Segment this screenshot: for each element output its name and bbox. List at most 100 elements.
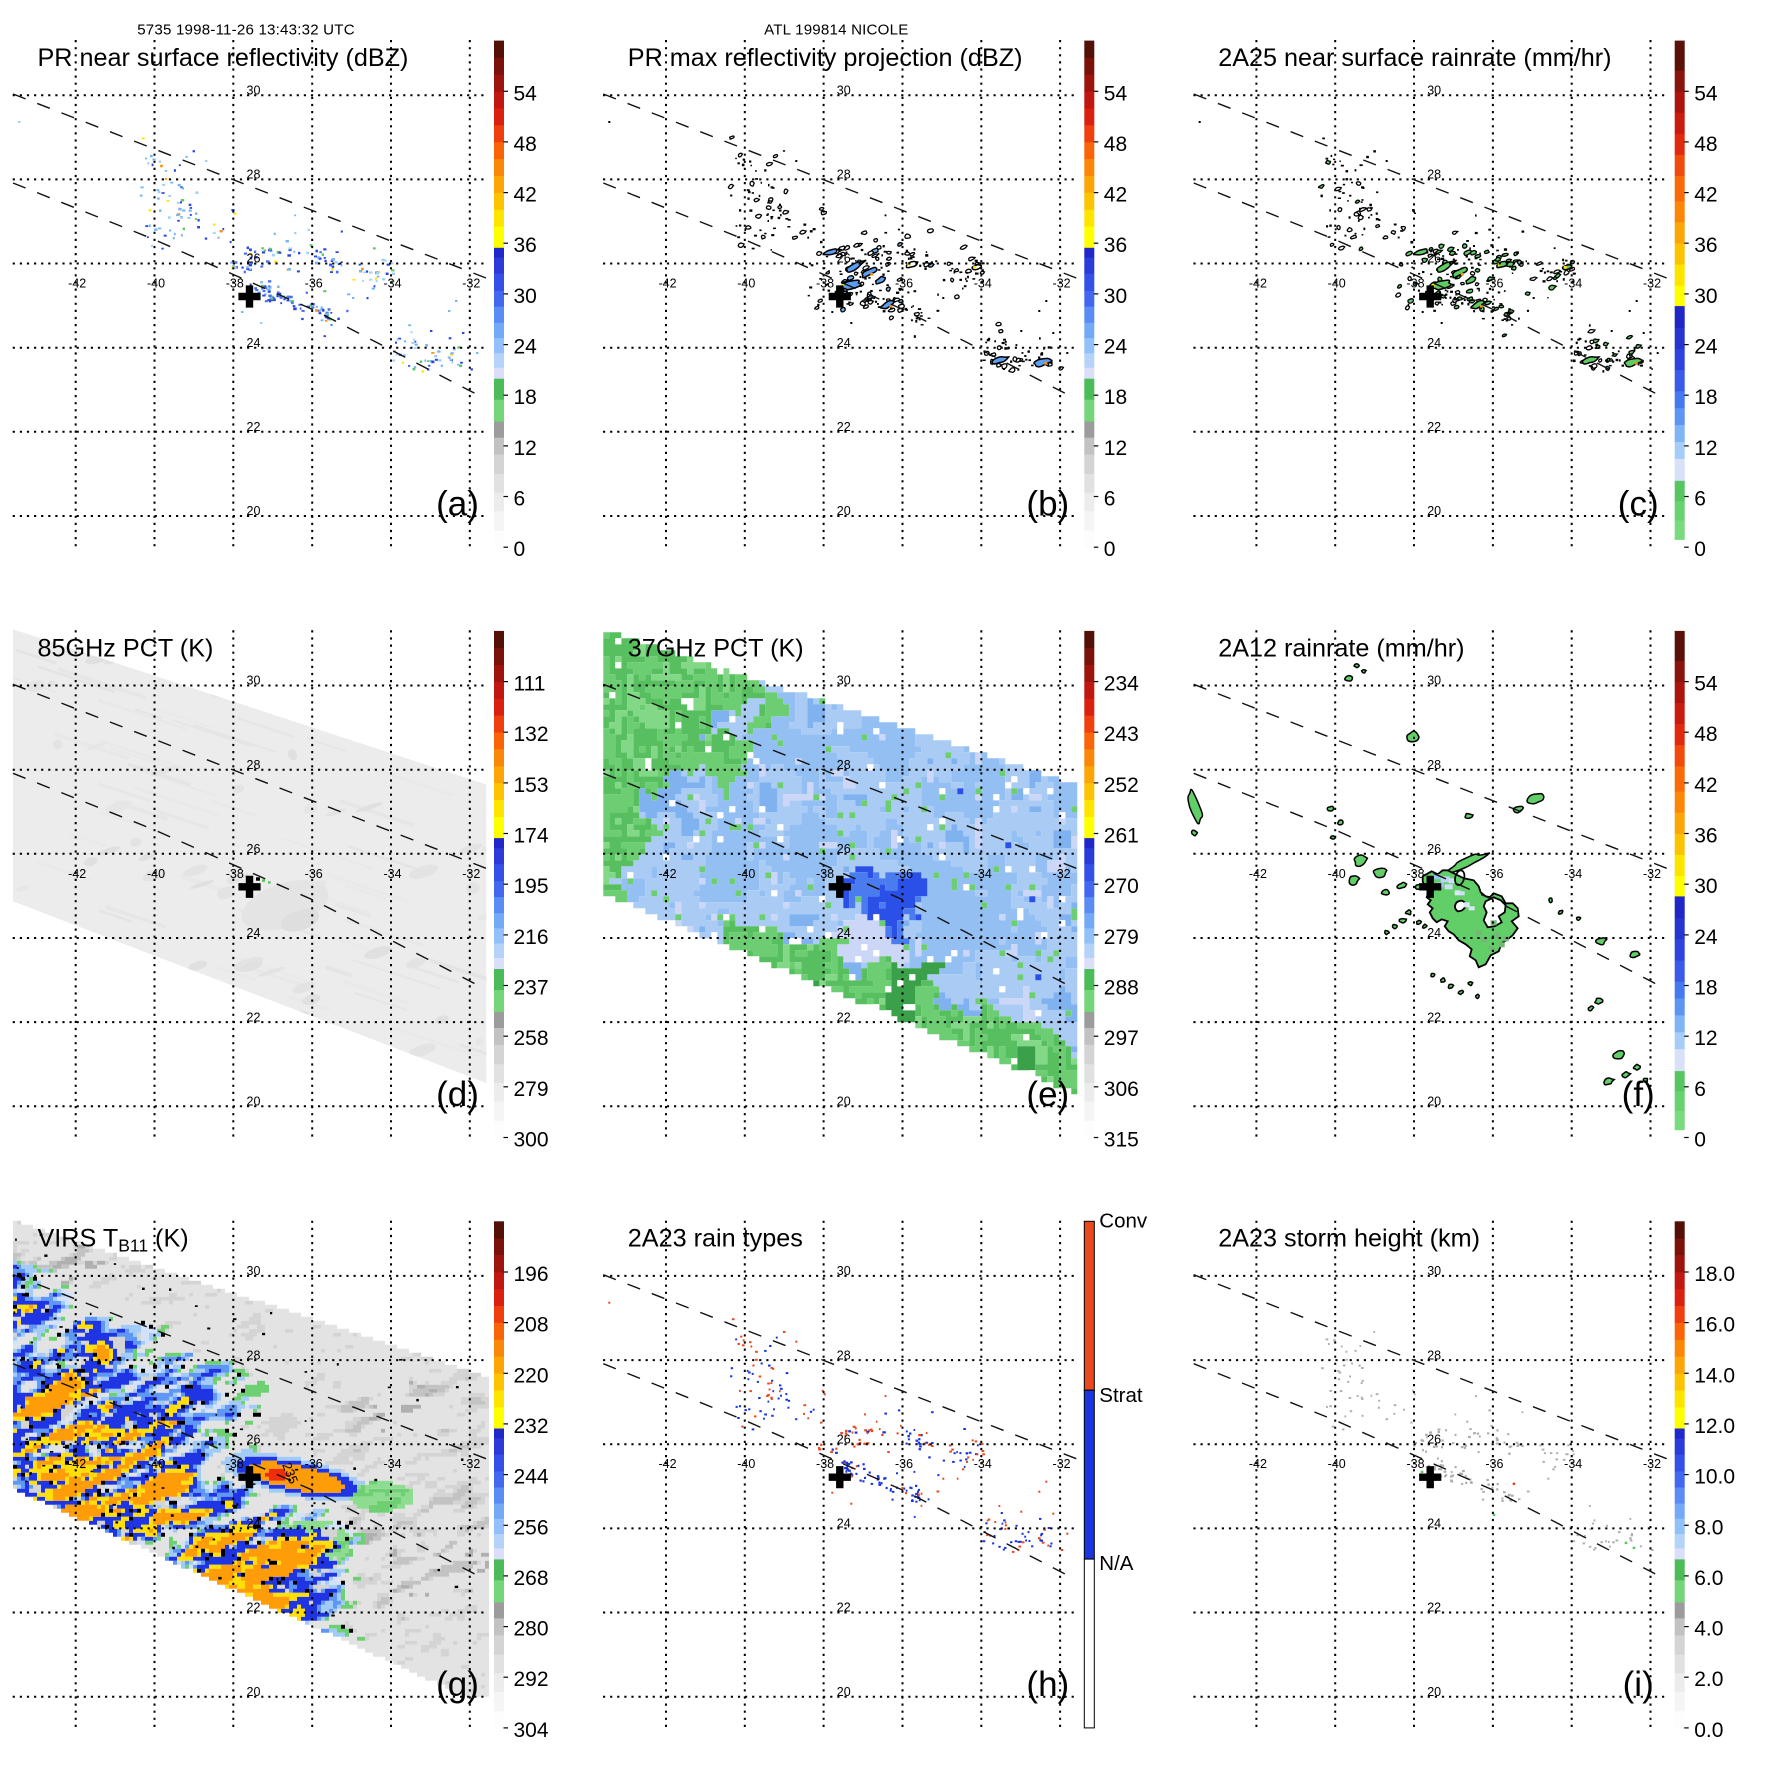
svg-text:4.0: 4.0 [1694,1618,1723,1641]
svg-text:20: 20 [247,1685,261,1699]
svg-text:-38: -38 [226,277,244,291]
svg-text:28: 28 [837,168,851,182]
svg-text:-36: -36 [1485,277,1503,291]
svg-text:0.0: 0.0 [1694,1719,1723,1742]
svg-text:-34: -34 [974,867,992,881]
svg-text:252: 252 [1104,774,1139,797]
svg-text:-42: -42 [1249,277,1267,291]
svg-text:ATL 199814 NICOLE: ATL 199814 NICOLE [764,22,908,39]
svg-text:-40: -40 [737,867,755,881]
svg-text:-34: -34 [1564,277,1582,291]
svg-text:22: 22 [247,420,261,434]
svg-text:48: 48 [1694,723,1717,746]
svg-text:268: 268 [514,1567,549,1590]
svg-text:5735 1998-11-26 13:43:32 UTC: 5735 1998-11-26 13:43:32 UTC [137,22,355,39]
svg-text:237: 237 [514,977,549,1000]
svg-text:12: 12 [1104,437,1127,460]
svg-text:216: 216 [514,926,549,949]
svg-text:-32: -32 [1643,277,1661,291]
svg-text:30: 30 [1104,285,1127,308]
svg-text:24: 24 [1427,336,1441,350]
svg-text:85GHz PCT (K): 85GHz PCT (K) [38,634,214,662]
svg-text:24: 24 [837,926,851,940]
svg-text:-32: -32 [462,1457,480,1471]
svg-text:20: 20 [837,1095,851,1109]
svg-text:22: 22 [1427,420,1441,434]
svg-text:12.0: 12.0 [1694,1415,1735,1438]
svg-text:28: 28 [247,758,261,772]
svg-text:-36: -36 [895,867,913,881]
svg-text:N/A: N/A [1099,1552,1134,1575]
svg-text:48: 48 [1104,133,1127,156]
svg-text:0: 0 [514,538,526,561]
svg-text:28: 28 [247,1348,261,1362]
svg-text:292: 292 [514,1668,549,1691]
svg-text:12: 12 [514,437,537,460]
svg-text:-42: -42 [68,277,86,291]
svg-text:261: 261 [1104,825,1139,848]
svg-text:-32: -32 [1643,1457,1661,1471]
svg-text:30: 30 [247,1264,261,1278]
svg-text:-38: -38 [226,1457,244,1471]
svg-text:6: 6 [1104,488,1116,511]
svg-text:20: 20 [1427,1095,1441,1109]
svg-text:26: 26 [247,1432,261,1446]
svg-text:-36: -36 [305,277,323,291]
svg-text:28: 28 [837,1348,851,1362]
svg-text:-38: -38 [1406,1457,1424,1471]
svg-text:22: 22 [837,1010,851,1024]
svg-text:22: 22 [1427,1601,1441,1615]
svg-text:-40: -40 [147,277,165,291]
svg-text:132: 132 [514,723,549,746]
svg-text:-38: -38 [1406,277,1424,291]
svg-text:30: 30 [1694,875,1717,898]
svg-text:8.0: 8.0 [1694,1516,1723,1539]
svg-text:36: 36 [1694,825,1717,848]
svg-text:14.0: 14.0 [1694,1364,1735,1387]
svg-text:28: 28 [1427,168,1441,182]
svg-text:18: 18 [1104,386,1127,409]
svg-text:20: 20 [1427,504,1441,518]
svg-text:28: 28 [1427,758,1441,772]
svg-text:306: 306 [1104,1078,1139,1101]
svg-text:232: 232 [514,1415,549,1438]
svg-text:20: 20 [1427,1685,1441,1699]
svg-text:-36: -36 [895,277,913,291]
svg-text:48: 48 [1694,133,1717,156]
svg-text:PR near surface reflectivity (: PR near surface reflectivity (dBZ) [38,44,409,72]
svg-text:36: 36 [1694,234,1717,257]
svg-text:26: 26 [837,252,851,266]
svg-text:-32: -32 [1053,277,1071,291]
svg-text:(h): (h) [1026,1665,1069,1704]
svg-text:-34: -34 [383,277,401,291]
svg-text:-40: -40 [147,1457,165,1471]
svg-text:-38: -38 [816,867,834,881]
svg-text:2A23 rain types: 2A23 rain types [628,1225,803,1253]
svg-text:-40: -40 [1328,277,1346,291]
svg-text:-40: -40 [1328,1457,1346,1471]
svg-text:22: 22 [837,420,851,434]
svg-text:PR max reflectivity projection: PR max reflectivity projection (dBZ) [628,44,1023,72]
svg-text:26: 26 [1427,252,1441,266]
svg-text:-42: -42 [658,867,676,881]
svg-text:-40: -40 [147,867,165,881]
svg-text:174: 174 [514,825,549,848]
svg-text:-32: -32 [1053,867,1071,881]
svg-text:-40: -40 [737,277,755,291]
svg-text:6.0: 6.0 [1694,1567,1723,1590]
svg-text:-36: -36 [305,867,323,881]
svg-text:(a): (a) [436,485,479,524]
svg-text:(i): (i) [1623,1665,1654,1704]
svg-text:297: 297 [1104,1027,1139,1050]
svg-text:18: 18 [514,386,537,409]
svg-text:279: 279 [514,1078,549,1101]
svg-text:-32: -32 [1053,1457,1071,1471]
svg-text:Strat: Strat [1099,1384,1143,1407]
svg-text:196: 196 [514,1263,549,1286]
svg-text:42: 42 [1694,774,1717,797]
svg-text:-42: -42 [68,867,86,881]
svg-text:28: 28 [837,758,851,772]
svg-text:-34: -34 [1564,1457,1582,1471]
svg-text:-36: -36 [1485,1457,1503,1471]
svg-text:VIRS TB11 (K): VIRS TB11 (K) [38,1225,189,1256]
